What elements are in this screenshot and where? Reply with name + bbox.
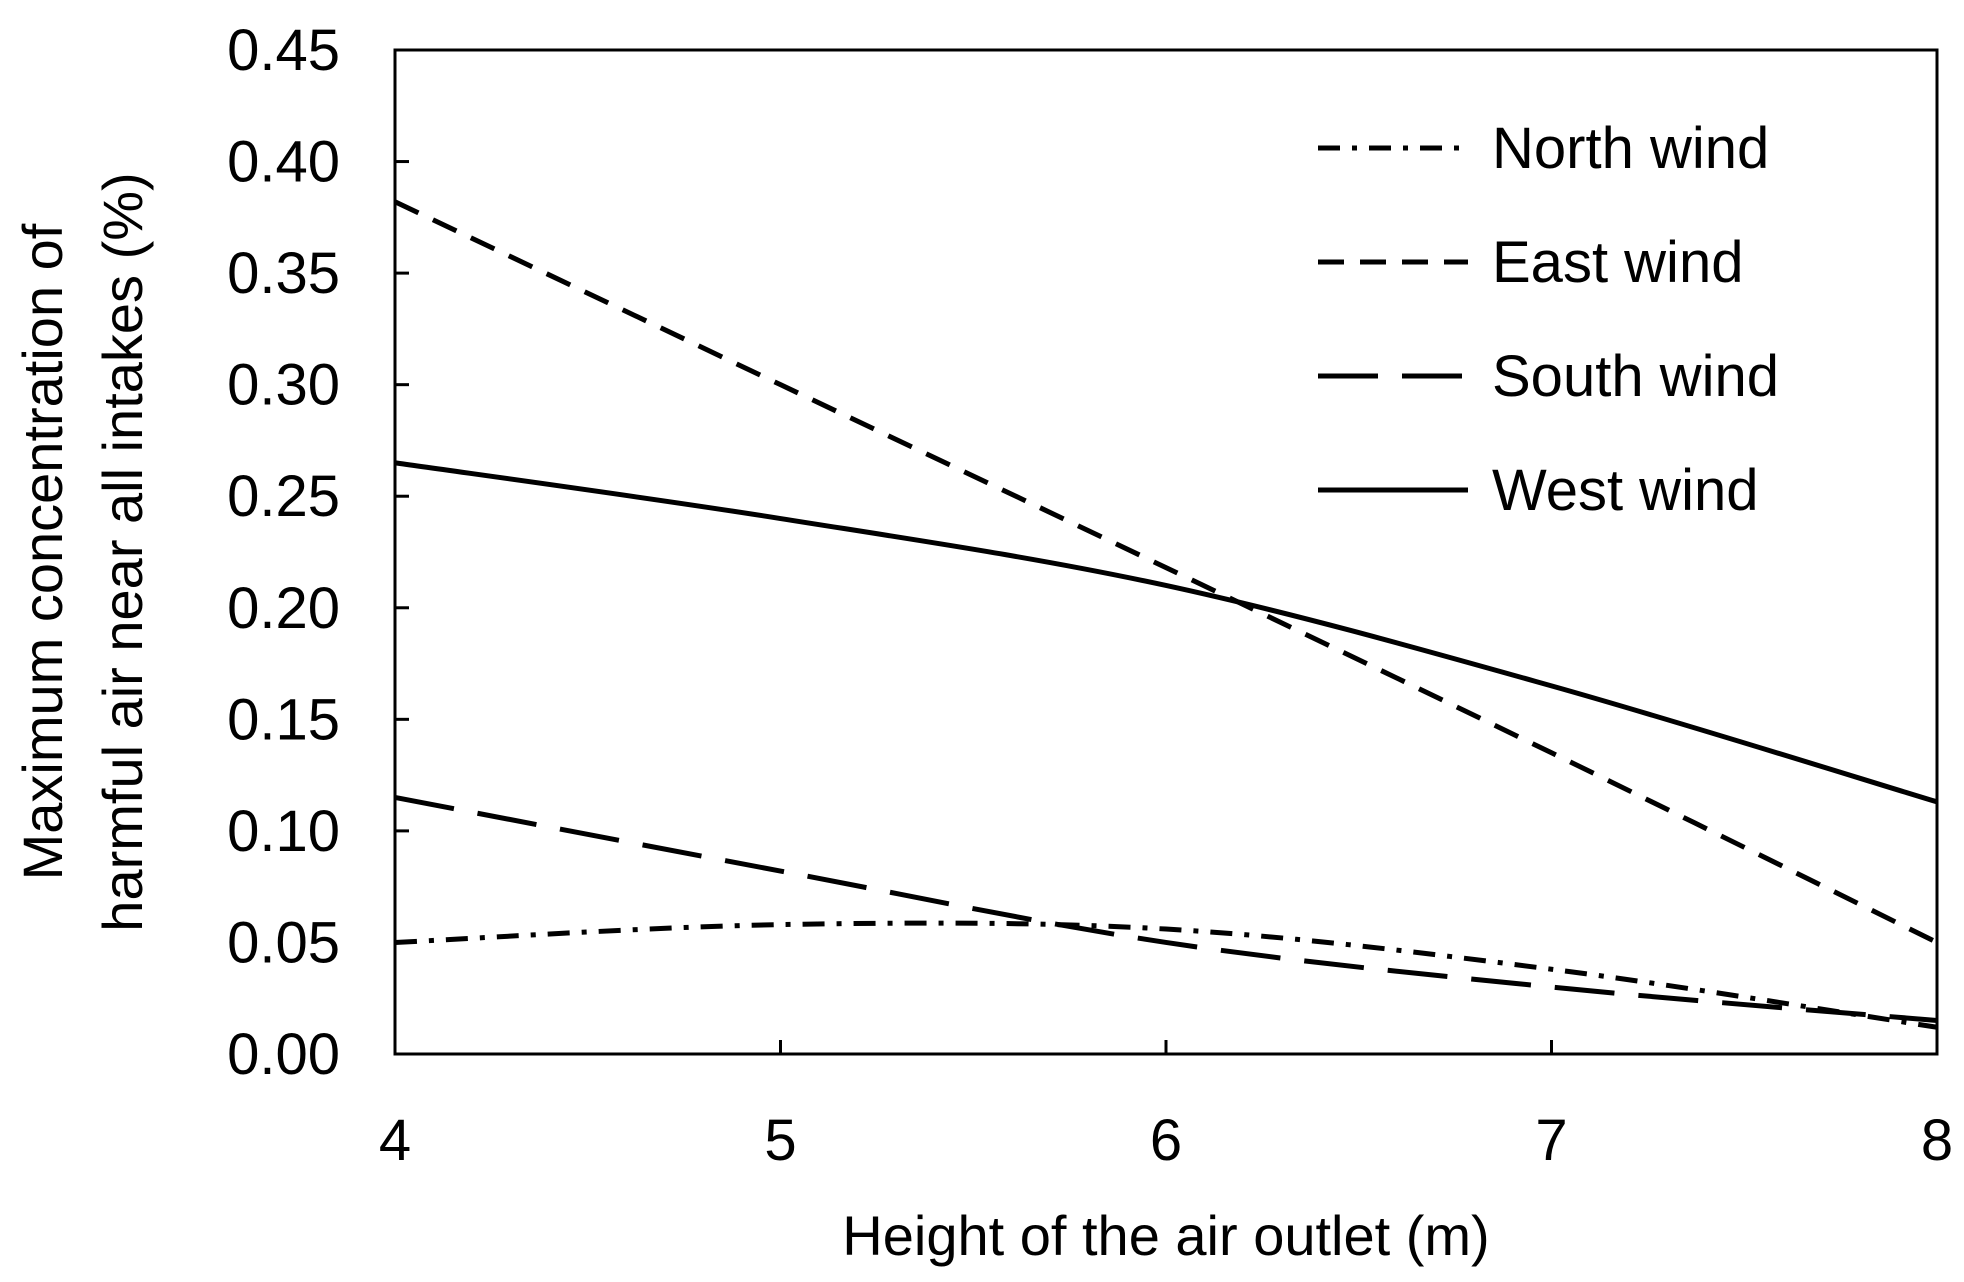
y-tick-label: 0.00 <box>227 1022 340 1087</box>
x-tick-label: 7 <box>1535 1108 1567 1173</box>
y-tick-label: 0.10 <box>227 799 340 864</box>
y-axis-title-line-1: Maximum concentration of <box>11 223 74 880</box>
legend-label-north-wind: North wind <box>1492 116 1769 181</box>
y-axis-title: Maximum concentration of harmful air nea… <box>11 172 154 931</box>
x-tick-label: 6 <box>1150 1108 1182 1173</box>
x-tick-label: 8 <box>1921 1108 1953 1173</box>
series-line-south-wind <box>394 794 1938 1024</box>
y-tick-label: 0.05 <box>227 910 340 975</box>
series-line-north-wind <box>394 920 1938 1030</box>
x-tick-label: 4 <box>379 1108 411 1173</box>
series-line-west-wind <box>394 460 1938 805</box>
plot-frame <box>393 48 1939 1056</box>
y-tick-label: 0.25 <box>227 464 340 529</box>
x-tick-label: 5 <box>764 1108 796 1173</box>
y-tick-label: 0.30 <box>227 353 340 418</box>
x-axis-title: Height of the air outlet (m) <box>842 1204 1489 1267</box>
y-tick-label: 0.45 <box>227 18 340 83</box>
y-axis-title-line-2: harmful air near all intakes (%) <box>91 172 154 931</box>
legend-label-west-wind: West wind <box>1492 458 1758 523</box>
legend-label-east-wind: East wind <box>1492 230 1743 295</box>
legend-label-south-wind: South wind <box>1492 344 1779 409</box>
y-tick-label: 0.15 <box>227 687 340 752</box>
series-line-east-wind <box>393 199 1939 945</box>
y-tick-label: 0.35 <box>227 241 340 306</box>
series-lines <box>393 199 1939 1030</box>
y-tick-label: 0.20 <box>227 576 340 641</box>
x-axis-ticks: 4 5 6 7 8 <box>379 1040 1953 1173</box>
y-tick-label: 0.40 <box>227 130 340 195</box>
legend: North wind East wind South wind West wind <box>1318 116 1779 523</box>
y-axis-ticks: 0.00 0.05 0.10 0.15 0.20 0.25 0.30 0.35 0.40 0.45 <box>227 18 409 1087</box>
